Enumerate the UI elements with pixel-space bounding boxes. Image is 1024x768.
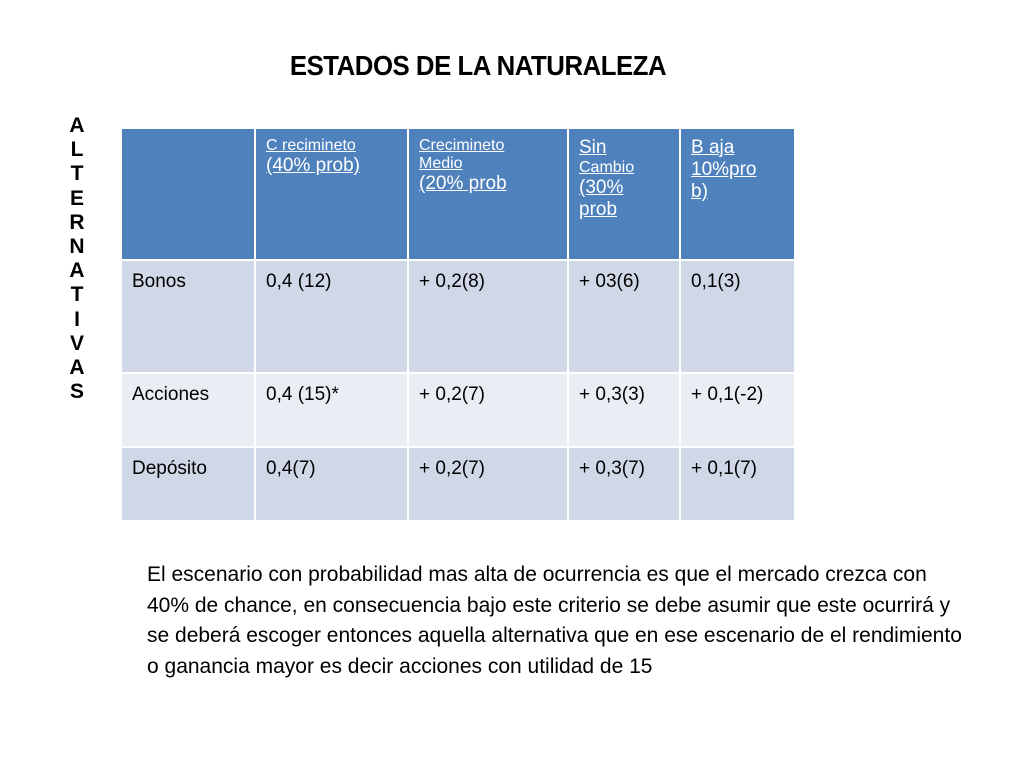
header-cell-empty <box>120 127 256 261</box>
vertical-letter: A <box>69 259 85 283</box>
vertical-letter: R <box>69 210 85 234</box>
header-line: prob <box>579 199 618 220</box>
header-line: Medio <box>419 155 463 172</box>
vertical-letter: T <box>70 283 84 307</box>
vertical-letter: T <box>70 162 84 186</box>
table-row-deposito: Depósito 0,4(7) + 0,2(7) + 0,3(7) + 0,1(… <box>120 446 796 522</box>
row-label-cell: Depósito <box>120 446 256 522</box>
header-cell-crecimiento-medio: Crecimineto Medio (20% prob <box>407 127 569 261</box>
header-cell-baja: B aja 10%pro b) <box>679 127 796 261</box>
slide-title: ESTADOS DE LA NATURALEZA <box>289 50 667 81</box>
vertical-letter: V <box>69 331 84 355</box>
table-cell: + 0,2(7) <box>407 446 569 522</box>
table-cell: 0,1(3) <box>679 259 796 374</box>
table-cell: + 0,2(8) <box>407 259 569 374</box>
header-line: b) <box>691 181 708 202</box>
vertical-letter: N <box>69 235 85 259</box>
table-cell: + 0,3(3) <box>567 372 681 448</box>
header-line: (40% prob) <box>266 155 360 176</box>
vertical-letter: A <box>69 356 85 380</box>
header-line: (20% prob <box>419 173 507 194</box>
row-label-cell: Bonos <box>120 259 256 374</box>
table-cell: 0,4 (12) <box>254 259 409 374</box>
header-line: (30% <box>579 177 624 198</box>
table-header-row: C recimineto (40% prob) Crecimineto Medi… <box>120 127 796 261</box>
header-line: 10%pro <box>691 159 757 180</box>
table-cell: 0,4 (15)* <box>254 372 409 448</box>
conclusion-paragraph: El escenario con probabilidad mas alta d… <box>147 563 962 678</box>
header-line: C recimineto <box>266 137 356 154</box>
vertical-letter: E <box>69 186 84 210</box>
header-line: Crecimineto <box>419 137 505 154</box>
table-cell: + 0,1(7) <box>679 446 796 522</box>
table-cell: + 03(6) <box>567 259 681 374</box>
row-label-cell: Acciones <box>120 372 256 448</box>
table-row-acciones: Acciones 0,4 (15)* + 0,2(7) + 0,3(3) + 0… <box>120 372 796 448</box>
header-line: B aja <box>691 137 735 158</box>
table-cell: + 0,3(7) <box>567 446 681 522</box>
header-cell-sin-cambio: Sin Cambio (30% prob <box>567 127 681 261</box>
alternativas-vertical-label: A L T E R N A T I V A S <box>64 114 90 404</box>
decision-table: C recimineto (40% prob) Crecimineto Medi… <box>120 127 796 522</box>
vertical-letter: L <box>70 138 84 162</box>
table-row-bonos: Bonos 0,4 (12) + 0,2(8) + 03(6) 0,1(3) <box>120 259 796 374</box>
vertical-letter: S <box>69 380 84 404</box>
table-cell: 0,4(7) <box>254 446 409 522</box>
table-cell: + 0,1(-2) <box>679 372 796 448</box>
vertical-letter: A <box>69 114 85 137</box>
table-cell: + 0,2(7) <box>407 372 569 448</box>
vertical-letter: I <box>74 307 80 331</box>
header-line: Sin <box>579 137 607 158</box>
header-line: Cambio <box>579 159 635 176</box>
header-cell-crecimiento: C recimineto (40% prob) <box>254 127 409 261</box>
